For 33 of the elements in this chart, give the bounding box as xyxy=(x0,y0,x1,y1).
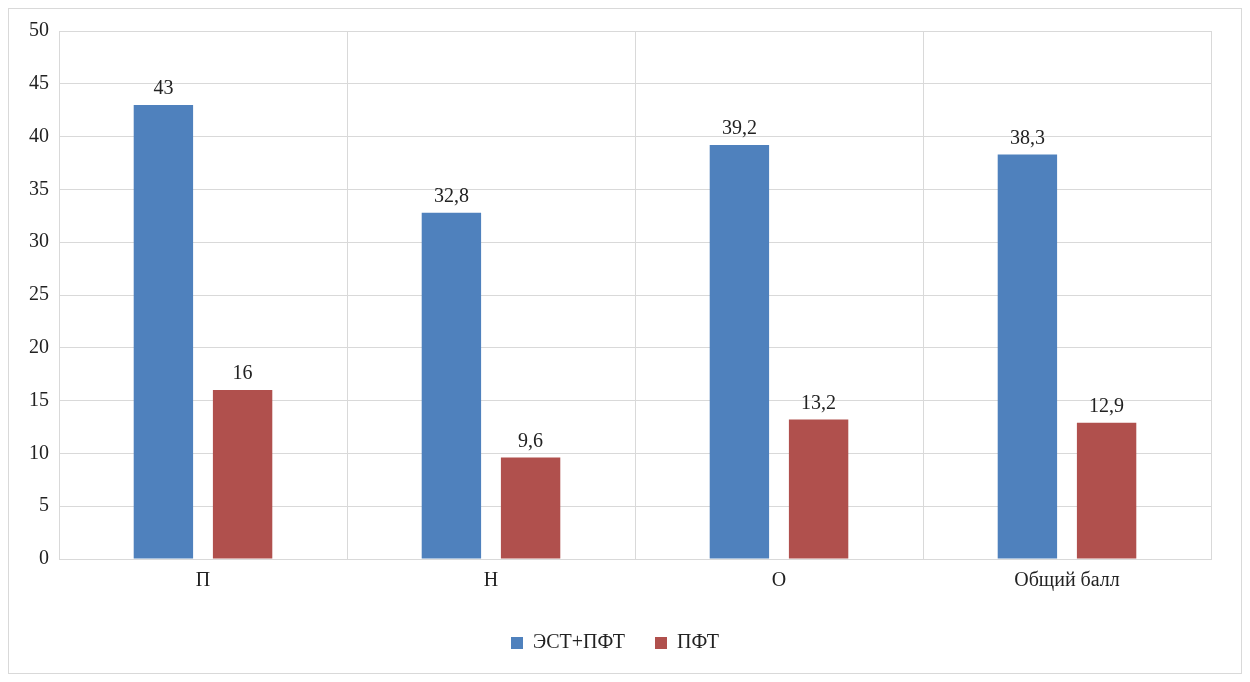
x-tick-label: П xyxy=(195,568,211,591)
data-label: 9,6 xyxy=(518,428,544,451)
bar xyxy=(788,419,849,559)
data-label: 12,9 xyxy=(1089,394,1125,417)
bar xyxy=(133,104,194,559)
x-tick-label: О xyxy=(771,568,787,591)
y-tick-label: 30 xyxy=(29,229,49,252)
x-tick-label: Общий балл xyxy=(1014,568,1120,592)
y-tick-label: 10 xyxy=(29,440,49,463)
y-tick-label: 45 xyxy=(29,71,49,94)
data-label: 16 xyxy=(232,361,253,384)
y-tick-label: 50 xyxy=(29,18,49,41)
legend-label: ПФТ xyxy=(677,630,719,653)
bar xyxy=(421,212,482,559)
y-tick-label: 15 xyxy=(29,387,49,410)
y-tick-label: 40 xyxy=(29,123,49,146)
legend-label: ЭСТ+ПФТ xyxy=(533,630,626,653)
data-label: 13,2 xyxy=(801,390,837,413)
y-tick-label: 5 xyxy=(39,493,49,516)
bar xyxy=(500,457,561,559)
bar xyxy=(1076,422,1137,559)
y-tick-label: 25 xyxy=(29,282,49,305)
y-tick-label: 20 xyxy=(29,335,49,358)
data-label: 32,8 xyxy=(433,183,469,206)
bar xyxy=(212,390,273,559)
data-label: 39,2 xyxy=(721,116,757,139)
bar xyxy=(709,145,770,559)
y-tick-label: 35 xyxy=(29,176,49,199)
data-label: 38,3 xyxy=(1009,125,1045,148)
y-tick-label: 0 xyxy=(39,546,49,569)
bar xyxy=(997,154,1058,559)
x-tick-label: Н xyxy=(483,568,499,591)
data-label: 43 xyxy=(153,76,174,99)
